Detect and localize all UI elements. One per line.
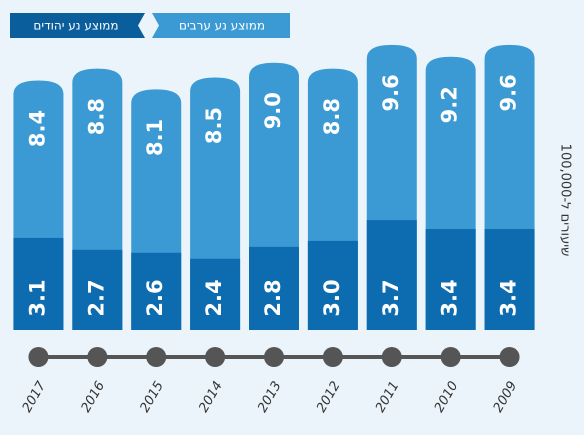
bar — [131, 252, 182, 330]
timeline-dot — [264, 347, 284, 367]
bar — [484, 229, 535, 330]
legend-swatch — [10, 13, 145, 38]
value-label: 3.7 — [379, 279, 403, 316]
value-label: 9.6 — [379, 74, 403, 111]
value-label: 8.4 — [25, 110, 49, 147]
timeline-dot — [28, 347, 49, 367]
bar — [366, 220, 417, 330]
legend-label: ממוצע נע יהודים — [33, 19, 118, 33]
bar — [425, 229, 476, 330]
value-label: 2.4 — [202, 279, 226, 316]
value-label: 3.4 — [438, 279, 462, 316]
timeline-dot — [440, 347, 461, 367]
timeline-dot — [499, 347, 520, 367]
timeline-dot — [381, 347, 402, 367]
value-label: 3.0 — [320, 279, 344, 316]
value-label: 3.1 — [25, 279, 49, 316]
legend-swatch — [152, 13, 290, 38]
value-label: 2.6 — [143, 279, 167, 316]
bar — [13, 237, 64, 330]
value-label: 2.7 — [84, 279, 108, 316]
timeline-dot — [146, 347, 167, 367]
legend-label: ממוצע נע ערבים — [179, 19, 265, 33]
value-label: 9.2 — [438, 86, 462, 123]
timeline-dot — [205, 347, 226, 367]
value-label: 8.1 — [143, 119, 167, 156]
bar — [190, 258, 241, 330]
timeline-dot — [322, 347, 343, 367]
bar — [307, 240, 358, 330]
value-label: 8.8 — [320, 98, 344, 135]
value-label: 2.8 — [261, 279, 285, 316]
value-label: 8.5 — [202, 107, 226, 144]
bar — [72, 249, 123, 330]
bar — [249, 246, 299, 330]
value-label: 9.6 — [497, 74, 521, 111]
value-label: 8.8 — [84, 98, 108, 135]
value-label: 9.0 — [261, 92, 285, 129]
value-label: 3.4 — [497, 279, 521, 316]
timeline-dot — [87, 347, 108, 367]
y-axis-label: שיעורים ל-100,000 — [558, 144, 573, 257]
